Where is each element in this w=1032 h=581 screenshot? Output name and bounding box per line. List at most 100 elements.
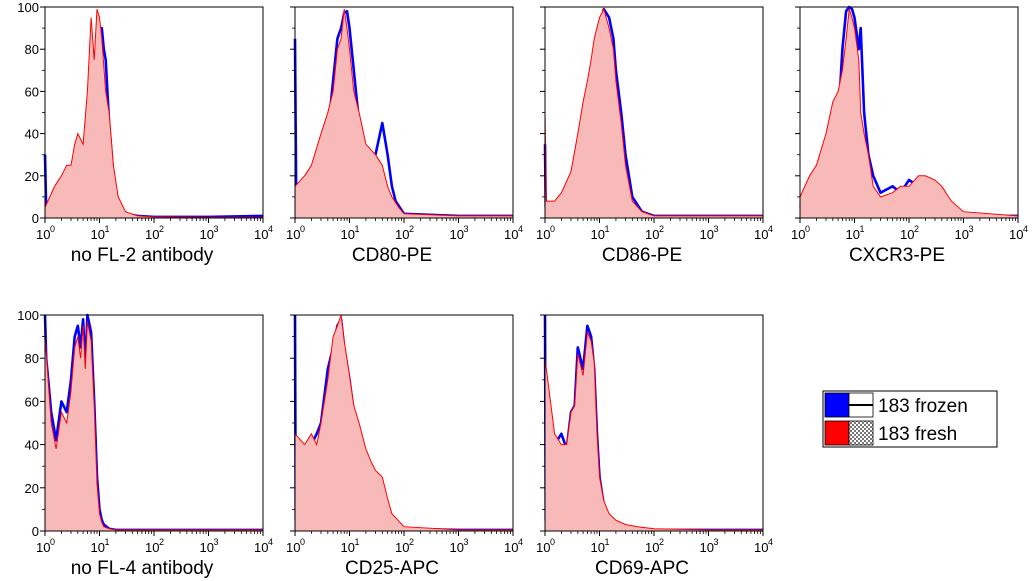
legend-swatch-fresh-color <box>824 420 850 446</box>
y-tick-label: 60 <box>25 84 39 99</box>
x-tick-exponent: 3 <box>969 224 974 234</box>
x-tick-exponent: 2 <box>159 537 164 547</box>
x-tick-exponent: 4 <box>518 224 523 234</box>
series-area-183-fresh <box>45 9 263 218</box>
x-tick-label: 10 <box>846 227 860 242</box>
series-line-183-fresh <box>44 8 263 218</box>
panel-title: no FL-2 antibody <box>71 245 214 266</box>
y-tick-label: 0 <box>32 211 39 226</box>
series-line-183-fresh <box>294 9 513 217</box>
x-tick-label: 10 <box>200 227 214 242</box>
series-line-183-fresh <box>544 330 763 531</box>
x-tick-label: 10 <box>591 227 605 242</box>
y-tick-label: 100 <box>17 0 39 15</box>
x-tick-exponent: 4 <box>518 537 523 547</box>
x-tick-label: 10 <box>1009 227 1023 242</box>
x-tick-label: 10 <box>286 540 300 555</box>
legend-swatch-frozen-color <box>824 392 850 418</box>
x-tick-label: 10 <box>200 540 214 555</box>
x-tick-label: 10 <box>395 227 409 242</box>
x-tick-exponent: 1 <box>605 537 610 547</box>
x-tick-label: 10 <box>504 227 518 242</box>
x-tick-exponent: 4 <box>1023 224 1028 234</box>
x-tick-exponent: 2 <box>914 224 919 234</box>
series-area-183-fresh <box>545 9 763 218</box>
x-tick-exponent: 3 <box>214 224 219 234</box>
legend-label-fresh: 183 fresh <box>878 424 957 445</box>
x-tick-exponent: 3 <box>214 537 219 547</box>
y-tick-label: 40 <box>25 438 39 453</box>
x-tick-label: 10 <box>91 227 105 242</box>
x-tick-label: 10 <box>791 227 805 242</box>
x-tick-exponent: 0 <box>300 224 305 234</box>
x-tick-label: 10 <box>36 540 50 555</box>
x-tick-exponent: 2 <box>409 537 414 547</box>
x-tick-label: 10 <box>286 227 300 242</box>
x-tick-exponent: 2 <box>409 224 414 234</box>
x-tick-exponent: 4 <box>268 537 273 547</box>
x-tick-exponent: 3 <box>714 224 719 234</box>
series-line-183-fresh <box>799 8 1019 217</box>
x-tick-label: 10 <box>341 540 355 555</box>
x-tick-exponent: 1 <box>105 224 110 234</box>
x-tick-label: 10 <box>700 227 714 242</box>
x-tick-exponent: 0 <box>550 537 555 547</box>
panel-title: no FL-4 antibody <box>71 558 214 579</box>
x-tick-exponent: 0 <box>805 224 810 234</box>
series-line-183-fresh <box>544 7 763 217</box>
x-tick-exponent: 0 <box>50 537 55 547</box>
x-tick-label: 10 <box>395 540 409 555</box>
x-tick-exponent: 1 <box>605 224 610 234</box>
x-tick-label: 10 <box>341 227 355 242</box>
x-tick-label: 10 <box>254 227 268 242</box>
x-tick-exponent: 0 <box>300 537 305 547</box>
panel-title: CD86-PE <box>602 245 682 266</box>
x-tick-exponent: 1 <box>355 224 360 234</box>
series-line-183-fresh <box>44 321 263 531</box>
series-area-183-fresh <box>295 9 513 218</box>
x-tick-exponent: 0 <box>50 224 55 234</box>
legend: 183 frozen 183 fresh <box>822 390 998 448</box>
series-line-183-fresh <box>294 314 513 531</box>
x-tick-label: 10 <box>145 227 159 242</box>
x-tick-label: 10 <box>145 540 159 555</box>
x-tick-label: 10 <box>645 540 659 555</box>
panel-title: CXCR3-PE <box>849 245 945 266</box>
x-tick-label: 10 <box>36 227 50 242</box>
x-tick-label: 10 <box>900 227 914 242</box>
x-tick-label: 10 <box>254 540 268 555</box>
x-tick-exponent: 3 <box>464 537 469 547</box>
series-area-183-fresh <box>800 9 1018 218</box>
y-tick-label: 20 <box>25 169 39 184</box>
panel-title: CD80-PE <box>352 245 432 266</box>
x-tick-exponent: 2 <box>659 224 664 234</box>
y-tick-label: 80 <box>25 42 39 57</box>
panel-title: CD25-APC <box>345 558 439 579</box>
x-tick-exponent: 1 <box>355 537 360 547</box>
x-tick-exponent: 3 <box>714 537 719 547</box>
series-area-183-fresh <box>45 321 263 531</box>
panel-title: CD69-APC <box>595 558 689 579</box>
series-area-183-fresh <box>545 332 763 531</box>
y-tick-label: 60 <box>25 394 39 409</box>
x-tick-label: 10 <box>450 540 464 555</box>
x-tick-exponent: 2 <box>159 224 164 234</box>
x-tick-exponent: 1 <box>105 537 110 547</box>
x-tick-label: 10 <box>91 540 105 555</box>
x-tick-label: 10 <box>504 540 518 555</box>
legend-label-frozen: 183 frozen <box>878 396 968 417</box>
x-tick-label: 10 <box>591 540 605 555</box>
x-tick-label: 10 <box>645 227 659 242</box>
series-area-183-fresh <box>295 315 513 531</box>
legend-swatch-fresh-style <box>848 420 874 446</box>
x-tick-label: 10 <box>536 540 550 555</box>
x-tick-exponent: 4 <box>268 224 273 234</box>
x-tick-label: 10 <box>450 227 464 242</box>
